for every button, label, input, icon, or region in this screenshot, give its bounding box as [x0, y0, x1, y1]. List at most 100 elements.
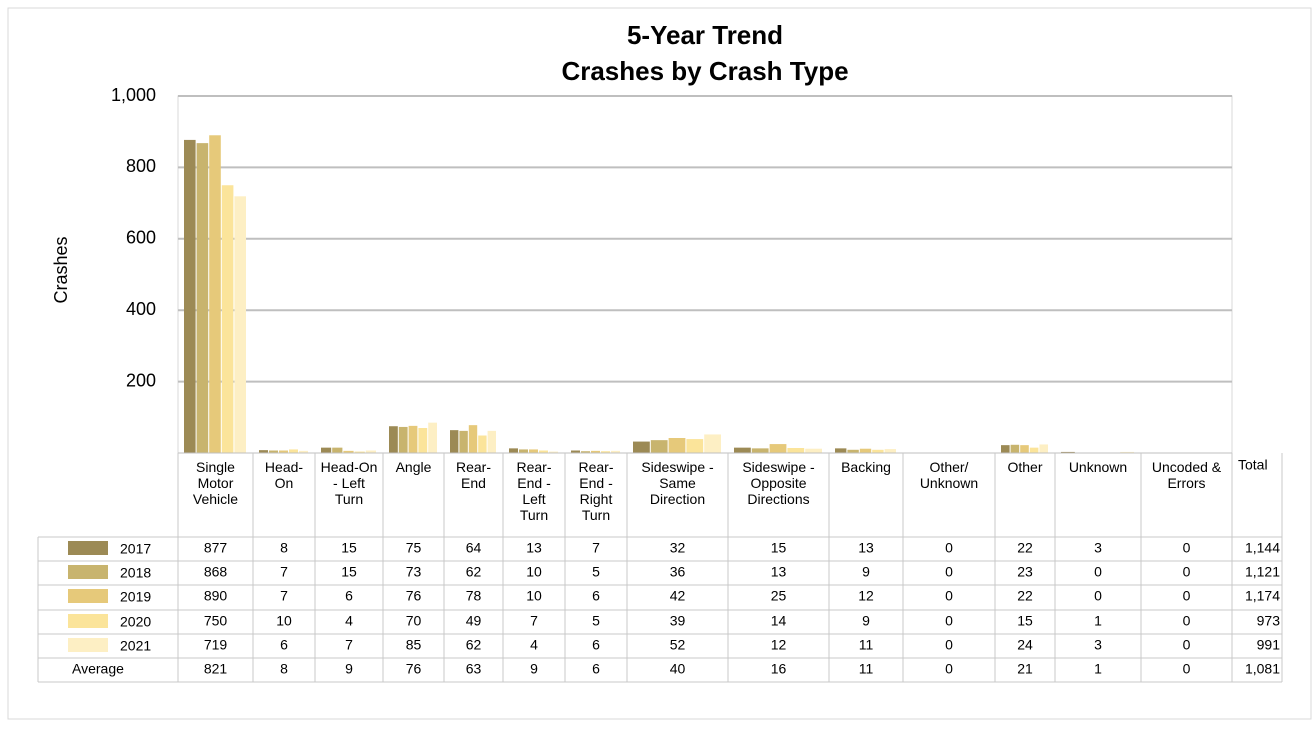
- table-total: 1,144: [1245, 540, 1280, 556]
- x-tick-label: Angle: [383, 453, 444, 475]
- table-value: 11: [859, 637, 874, 653]
- bar: [488, 431, 496, 453]
- y-axis-label: Crashes: [51, 236, 71, 303]
- table-value: 0: [945, 564, 953, 580]
- table-value: 9: [345, 661, 353, 677]
- bar: [770, 444, 787, 453]
- table-value: 63: [466, 661, 482, 677]
- table-value: 0: [1183, 564, 1191, 580]
- table-value: 877: [204, 540, 228, 556]
- table-value: 0: [945, 540, 953, 556]
- table-value: 78: [466, 588, 482, 604]
- table-value: 868: [204, 564, 228, 580]
- row-label: Average: [72, 661, 124, 677]
- table-value: 3: [1094, 540, 1102, 556]
- table-value: 6: [345, 588, 353, 604]
- x-tick-label: Rear-End - Left Turn: [503, 453, 565, 523]
- table-value: 0: [1183, 588, 1191, 604]
- x-tick-label: Sideswipe - Same Direction: [627, 453, 728, 507]
- bar: [1039, 444, 1048, 453]
- x-tick-label: Head-On: [253, 453, 315, 491]
- y-tick-label: 1,000: [111, 85, 156, 105]
- table-value: 7: [280, 564, 288, 580]
- table-value: 40: [670, 661, 686, 677]
- table-value: 70: [406, 613, 422, 629]
- bar: [478, 436, 486, 453]
- table-value: 4: [530, 637, 538, 653]
- table-value: 32: [670, 540, 686, 556]
- table-value: 9: [530, 661, 538, 677]
- y-tick-label: 800: [126, 156, 156, 176]
- table-total: 991: [1257, 637, 1281, 653]
- table-value: 42: [670, 588, 686, 604]
- table-value: 0: [1183, 637, 1191, 653]
- table-value: 21: [1017, 661, 1033, 677]
- table-value: 14: [771, 613, 787, 629]
- bar: [469, 425, 477, 453]
- category-cell: Rear-End - Right Turn: [565, 453, 627, 537]
- table-value: 1: [1094, 661, 1102, 677]
- x-tick-label: Backing: [829, 453, 903, 475]
- legend-label: 2021: [120, 638, 151, 654]
- table-total: 1,174: [1245, 588, 1280, 604]
- table-value: 13: [526, 540, 542, 556]
- category-cell: Backing: [829, 453, 903, 537]
- chart-title: 5-Year Trend: [627, 20, 783, 50]
- bar: [209, 135, 221, 453]
- table-value: 821: [204, 661, 228, 677]
- plot-area: [178, 96, 1232, 453]
- category-cell: Uncoded & Errors: [1141, 453, 1232, 537]
- table-value: 0: [1094, 588, 1102, 604]
- bar: [399, 427, 408, 453]
- chart-subtitle: Crashes by Crash Type: [561, 56, 848, 86]
- table-total: 973: [1257, 613, 1281, 629]
- table-value: 0: [1183, 661, 1191, 677]
- total-header: Total: [1238, 457, 1268, 473]
- category-cell: Rear-End: [444, 453, 503, 537]
- table-value: 16: [771, 661, 787, 677]
- table-value: 0: [945, 661, 953, 677]
- table-value: 25: [771, 588, 787, 604]
- legend-label: 2020: [120, 614, 151, 630]
- category-cell: Unknown: [1055, 453, 1141, 537]
- category-cell: Head-On - Left Turn: [315, 453, 383, 537]
- table-value: 52: [670, 637, 686, 653]
- x-tick-label: Rear-End: [444, 453, 503, 491]
- category-cell: Single Motor Vehicle: [178, 453, 253, 537]
- category-cell: Sideswipe - Same Direction: [627, 453, 728, 537]
- table-value: 5: [592, 564, 600, 580]
- legend-swatch: [68, 565, 108, 579]
- x-tick-label: Single Motor Vehicle: [178, 453, 253, 507]
- table-value: 15: [341, 564, 357, 580]
- x-tick-label: Rear-End - Right Turn: [565, 453, 627, 523]
- bar: [197, 143, 209, 453]
- category-cell: Sideswipe - Opposite Directions: [728, 453, 829, 537]
- table-value: 8: [280, 540, 288, 556]
- table-total: 1,121: [1245, 564, 1280, 580]
- table-value: 13: [858, 540, 874, 556]
- bar: [184, 140, 196, 453]
- category-cell: Rear-End - Left Turn: [503, 453, 565, 537]
- table-value: 0: [1183, 613, 1191, 629]
- legend-swatch: [68, 638, 108, 652]
- category-cell: Other: [995, 453, 1055, 537]
- bar: [222, 185, 234, 453]
- table-value: 10: [526, 564, 542, 580]
- legend-label: 2017: [120, 541, 151, 557]
- table-value: 85: [406, 637, 422, 653]
- legend-label: 2018: [120, 565, 151, 581]
- table-value: 1: [1094, 613, 1102, 629]
- x-tick-label: Head-On - Left Turn: [315, 453, 383, 507]
- x-tick-label: Other: [995, 453, 1055, 475]
- bar: [418, 428, 427, 453]
- table-value: 0: [945, 613, 953, 629]
- table-value: 49: [466, 613, 482, 629]
- bar: [686, 439, 703, 453]
- table-value: 7: [345, 637, 353, 653]
- y-tick-label: 400: [126, 299, 156, 319]
- bar: [409, 426, 418, 453]
- table-value: 750: [204, 613, 228, 629]
- legend-swatch: [68, 614, 108, 628]
- table-value: 13: [771, 564, 787, 580]
